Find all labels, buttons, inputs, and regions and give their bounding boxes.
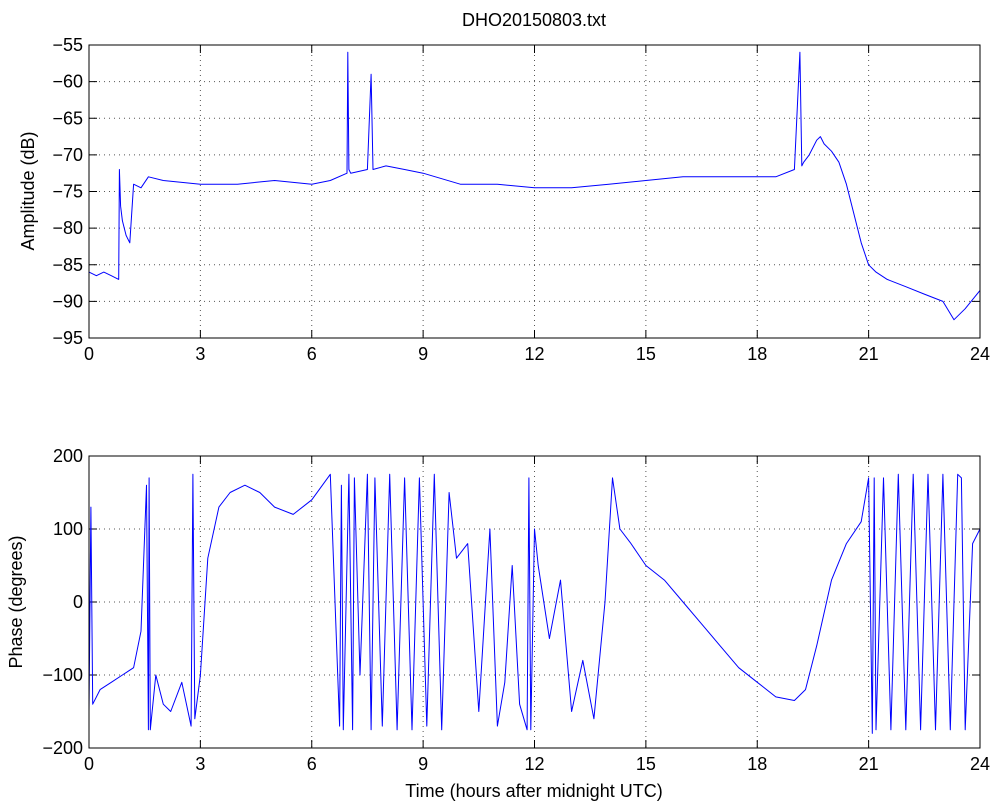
chart-title: DHO20150803.txt bbox=[462, 10, 606, 30]
amplitude-plot-frame bbox=[88, 44, 981, 339]
y-tick-label: −200 bbox=[42, 738, 83, 758]
y-tick-label: 100 bbox=[53, 519, 83, 539]
phase-ticks: 0 3 6 9 12 15 18 21 24 200 100 0 −100 −200 bbox=[42, 446, 990, 774]
y-tick-label: −95 bbox=[52, 328, 83, 348]
x-tick-label: 15 bbox=[636, 754, 656, 774]
y-tick-label: −100 bbox=[42, 665, 83, 685]
x-axis-title: Time (hours after midnight UTC) bbox=[405, 781, 662, 801]
y-tick-label: −55 bbox=[52, 35, 83, 55]
amplitude-ticks: 0 3 6 9 12 15 18 21 24 −55 −60 −65 −70 −75 −80 −85 −90 −9… bbox=[52, 35, 990, 364]
x-tick-label: 15 bbox=[636, 344, 656, 364]
x-tick-label: 21 bbox=[859, 754, 879, 774]
y-tick-label: −70 bbox=[52, 145, 83, 165]
x-tick-label: 3 bbox=[195, 754, 205, 774]
x-tick-label: 18 bbox=[747, 344, 767, 364]
y-tick-label: 200 bbox=[53, 446, 83, 466]
x-tick-label: 6 bbox=[307, 754, 317, 774]
phase-plot-frame bbox=[88, 455, 981, 749]
x-tick-label: 18 bbox=[747, 754, 767, 774]
amplitude-grid bbox=[89, 45, 980, 338]
series-line bbox=[88, 51, 981, 321]
x-tick-label: 6 bbox=[307, 344, 317, 364]
y-tick-label: −80 bbox=[52, 218, 83, 238]
amplitude-subplot: DHO20150803.txt 0 3 6 9 12 15 18 21 24 −55 −60 −65 −… bbox=[18, 10, 990, 364]
x-tick-label: 0 bbox=[84, 754, 94, 774]
amplitude-series bbox=[88, 51, 981, 321]
series-line bbox=[88, 473, 981, 734]
amplitude-y-axis-title: Amplitude (dB) bbox=[18, 131, 38, 250]
y-tick-label: −90 bbox=[52, 291, 83, 311]
x-tick-label: 12 bbox=[524, 754, 544, 774]
x-tick-label: 24 bbox=[970, 344, 990, 364]
y-tick-label: 0 bbox=[73, 592, 83, 612]
x-tick-label: 3 bbox=[195, 344, 205, 364]
x-tick-label: 9 bbox=[418, 344, 428, 364]
y-tick-label: −75 bbox=[52, 182, 83, 202]
y-tick-label: −65 bbox=[52, 108, 83, 128]
phase-subplot: 0 3 6 9 12 15 18 21 24 200 100 0 −100 −200 Phase (deg… bbox=[6, 446, 990, 801]
x-tick-label: 24 bbox=[970, 754, 990, 774]
x-tick-label: 9 bbox=[418, 754, 428, 774]
x-tick-label: 21 bbox=[859, 344, 879, 364]
y-tick-label: −60 bbox=[52, 72, 83, 92]
x-tick-label: 12 bbox=[524, 344, 544, 364]
phase-series bbox=[88, 473, 981, 734]
phase-y-axis-title: Phase (degrees) bbox=[6, 535, 26, 668]
phase-grid bbox=[89, 456, 980, 748]
y-tick-label: −85 bbox=[52, 255, 83, 275]
x-tick-label: 0 bbox=[84, 344, 94, 364]
